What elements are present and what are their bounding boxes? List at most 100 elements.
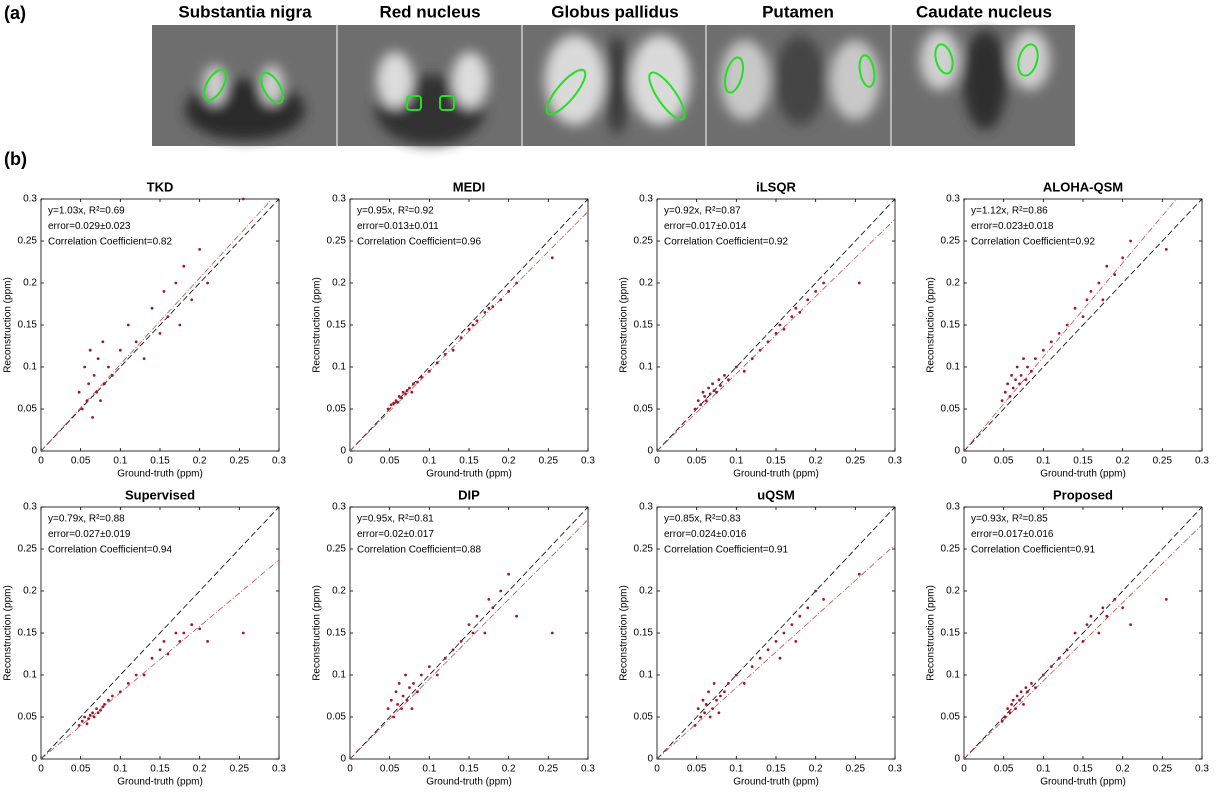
point [1006, 707, 1010, 710]
point [416, 690, 419, 694]
point [443, 353, 447, 356]
identity-line [41, 199, 279, 451]
x-tick-label: 0.25 [230, 764, 250, 775]
point [790, 623, 794, 626]
point [158, 648, 162, 652]
y-tick-label: 0.1 [332, 362, 346, 373]
point [717, 711, 721, 715]
point [166, 652, 170, 656]
x-axis-label: Ground-truth (ppm) [426, 777, 512, 788]
point [712, 682, 716, 685]
point [392, 715, 396, 719]
point [1022, 357, 1025, 360]
point [822, 281, 825, 285]
point [507, 290, 511, 293]
chart-title: DIP [458, 487, 480, 502]
point [107, 365, 110, 369]
point [92, 374, 96, 377]
point [758, 656, 762, 660]
identity-line [657, 507, 895, 759]
point [774, 640, 778, 643]
point [1085, 623, 1089, 626]
point [396, 400, 399, 404]
point [111, 374, 114, 377]
y-axis-label: Reconstruction (ppm) [3, 585, 14, 681]
point [734, 365, 738, 369]
scatter-chart: TKD 0 0.05 0.1 0.15 0.2 0.25 0.3 0 0.05 0.1 0.15 0.2… [3, 179, 287, 479]
y-tick-label: 0.15 [327, 320, 347, 331]
x-tick-label: 0.05 [994, 764, 1014, 775]
point [487, 306, 491, 310]
point [1164, 248, 1168, 251]
x-tick-label: 0.05 [687, 764, 707, 775]
chart-title: TKD [147, 179, 174, 194]
y-tick-label: 0.15 [634, 628, 654, 639]
point [499, 589, 503, 593]
point [798, 311, 802, 314]
x-tick-label: 0 [38, 764, 44, 775]
point [101, 340, 105, 344]
point [420, 375, 423, 379]
annotation: error=0.013±0.011 [357, 221, 439, 232]
point [1019, 374, 1023, 377]
y-tick-label: 0.25 [18, 236, 38, 247]
x-tick-label: 0.15 [459, 764, 479, 775]
point [742, 682, 746, 685]
x-tick-label: 0.05 [380, 764, 400, 775]
point [1097, 631, 1101, 635]
y-tick-label: 0.15 [941, 320, 961, 331]
point [723, 690, 726, 694]
point [241, 631, 245, 635]
x-tick-label: 0.25 [1153, 456, 1173, 467]
x-tick-label: 0.1 [729, 456, 743, 467]
point [190, 623, 194, 626]
point [435, 361, 439, 365]
x-tick-label: 0.15 [1073, 456, 1093, 467]
point [96, 357, 100, 360]
y-tick-label: 0 [954, 446, 960, 457]
y-tick-label: 0.3 [23, 502, 37, 513]
x-tick-label: 0 [347, 764, 353, 775]
x-tick-label: 0 [654, 764, 660, 775]
x-tick-label: 0.05 [71, 764, 91, 775]
point [1034, 357, 1037, 360]
panel-label: (a) [4, 3, 26, 23]
x-tick-label: 0.2 [502, 764, 516, 775]
point [696, 399, 700, 402]
x-axis-label: Ground-truth (ppm) [117, 469, 203, 480]
y-tick-label: 0 [31, 754, 37, 765]
fit-line [350, 519, 588, 759]
point [162, 640, 166, 643]
region-label: Globus pallidus [551, 2, 679, 21]
point [1129, 623, 1132, 626]
point [178, 323, 182, 327]
y-tick-label: 0.3 [332, 502, 346, 513]
point [723, 374, 726, 377]
point [1026, 690, 1029, 694]
y-tick-label: 0.25 [18, 544, 38, 555]
point [392, 401, 396, 405]
annotation: y=1.03x, R²=0.69 [48, 206, 125, 217]
region-label: Caudate nucleus [916, 2, 1052, 21]
annotation: y=0.95x, R²=0.81 [357, 514, 434, 525]
point [397, 395, 401, 398]
y-tick-label: 0 [647, 446, 653, 457]
chart-title: iLSQR [756, 179, 796, 194]
annotation: Correlation Coefficient=0.92 [664, 237, 788, 248]
point [87, 717, 90, 721]
y-axis-label: Reconstruction (ppm) [312, 585, 323, 681]
point [708, 715, 712, 719]
y-tick-label: 0.05 [18, 712, 38, 723]
annotation: y=0.85x, R²=0.83 [664, 514, 741, 525]
point [401, 694, 405, 698]
point [782, 631, 786, 635]
point [404, 392, 407, 396]
x-tick-label: 0 [961, 456, 967, 467]
point [1057, 656, 1061, 660]
point [405, 389, 409, 392]
y-tick-label: 0.05 [18, 404, 38, 415]
point [400, 396, 403, 400]
point [1014, 707, 1017, 710]
point [178, 640, 182, 643]
y-tick-label: 0 [647, 754, 653, 765]
